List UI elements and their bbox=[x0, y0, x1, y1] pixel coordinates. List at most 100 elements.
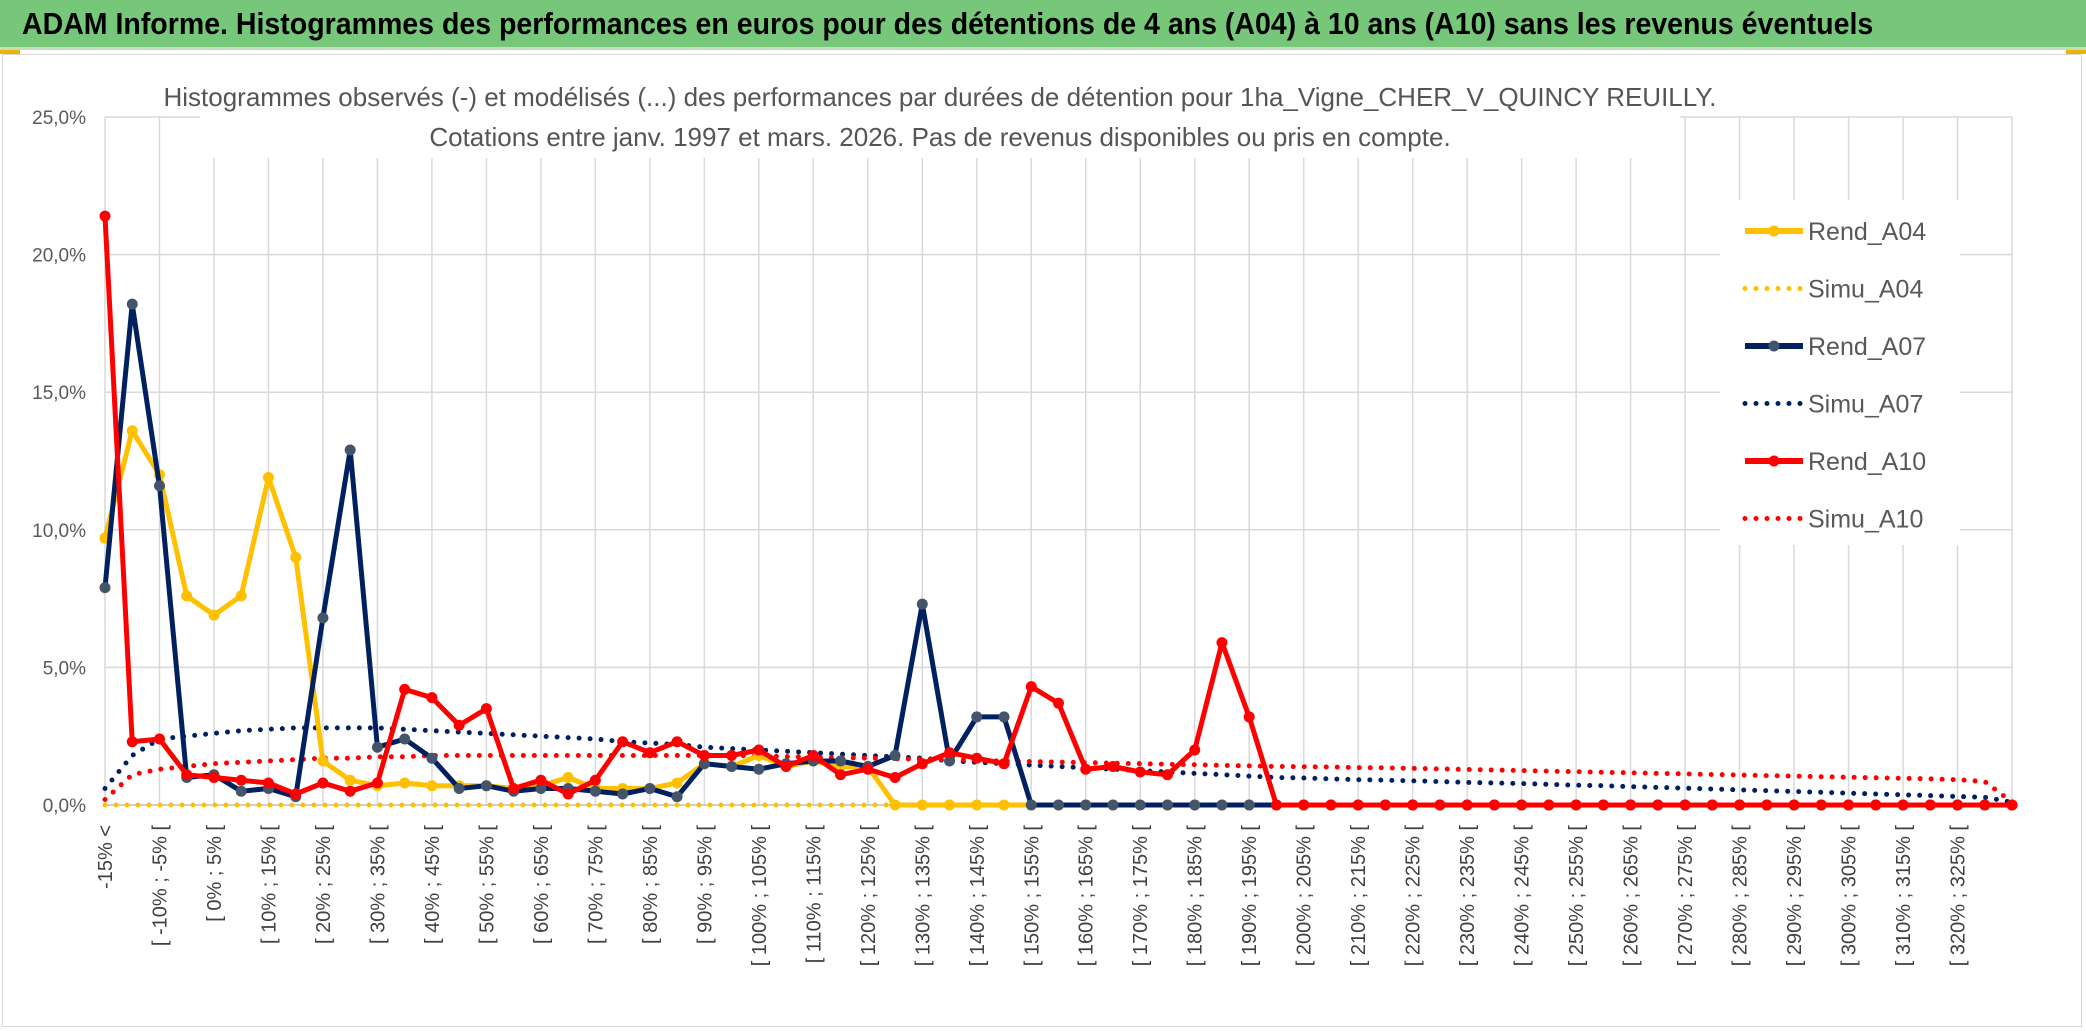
data-point-rend-a10 bbox=[1025, 681, 1037, 693]
y-tick-label: 20,0% bbox=[32, 246, 86, 267]
x-tick-label: [ 290% ; 295% [ bbox=[1784, 825, 1806, 967]
data-point-rend-a07 bbox=[1080, 799, 1092, 811]
data-point-rend-a07 bbox=[889, 749, 901, 761]
report-title: ADAM Informe. Histogrammes des performan… bbox=[22, 6, 1874, 41]
series-line-simu-a07 bbox=[102, 725, 2015, 805]
x-axis-ticks: -15% < [ -10% ; -5% [[ 0% ; 5% [[ 10% ; 1… bbox=[95, 825, 1970, 967]
data-point-rend-a07 bbox=[1243, 799, 1255, 811]
x-tick-label: [ 190% ; 195% [ bbox=[1239, 825, 1261, 967]
header-corner-left bbox=[0, 50, 20, 54]
x-tick-label: [ 10% ; 15% [ bbox=[258, 825, 280, 944]
chart-title-background bbox=[200, 80, 1680, 158]
data-point-rend-a07 bbox=[753, 763, 765, 775]
legend-marker-rend-a07 bbox=[1768, 340, 1780, 352]
data-point-rend-a10 bbox=[1516, 799, 1528, 811]
data-point-rend-a04 bbox=[399, 777, 411, 789]
y-axis-ticks: 0,0% 5,0% 10,0% 15,0% 20,0% 25,0% bbox=[32, 108, 86, 817]
x-tick-label: [ 30% ; 35% [ bbox=[367, 825, 389, 944]
data-point-rend-a10 bbox=[780, 760, 792, 772]
data-point-rend-a07 bbox=[1189, 799, 1201, 811]
data-point-rend-a10 bbox=[1625, 799, 1637, 811]
data-point-rend-a10 bbox=[508, 782, 520, 794]
data-point-rend-a07 bbox=[453, 782, 465, 794]
x-tick-label: [ 40% ; 45% [ bbox=[422, 825, 444, 944]
x-tick-label: [ 270% ; 275% [ bbox=[1675, 825, 1697, 967]
data-point-rend-a10 bbox=[1053, 697, 1064, 709]
legend-label-simu-a04: Simu_A04 bbox=[1808, 276, 1923, 304]
data-point-rend-a07 bbox=[698, 758, 710, 770]
data-point-rend-a10 bbox=[153, 733, 165, 745]
x-tick-label: [ 110% ; 115% [ bbox=[803, 825, 825, 964]
data-point-rend-a07 bbox=[371, 741, 383, 753]
data-point-rend-a10 bbox=[208, 771, 220, 783]
data-point-rend-a04 bbox=[208, 609, 220, 621]
data-point-rend-a10 bbox=[1379, 799, 1391, 811]
x-tick-label: [ 220% ; 225% [ bbox=[1403, 825, 1425, 967]
report-header: ADAM Informe. Histogrammes des performan… bbox=[0, 0, 2086, 50]
data-point-rend-a07 bbox=[1107, 799, 1119, 811]
data-point-rend-a10 bbox=[1570, 799, 1582, 811]
x-tick-label: [ 90% ; 95% [ bbox=[694, 825, 716, 944]
data-point-rend-a10 bbox=[1325, 799, 1337, 811]
legend-marker-rend-a10 bbox=[1768, 455, 1780, 467]
data-point-rend-a10 bbox=[1897, 799, 1909, 811]
x-tick-label: [ 310% ; 315% [ bbox=[1893, 825, 1915, 967]
data-point-rend-a10 bbox=[889, 771, 901, 783]
x-tick-label: -15% < bbox=[95, 825, 117, 889]
data-point-rend-a07 bbox=[1161, 799, 1173, 811]
data-series bbox=[99, 210, 2018, 811]
legend-background bbox=[1720, 200, 1960, 545]
data-point-rend-a04 bbox=[426, 780, 438, 792]
data-point-rend-a10 bbox=[1461, 799, 1473, 811]
data-point-rend-a10 bbox=[644, 747, 656, 759]
data-point-rend-a07 bbox=[644, 782, 656, 794]
data-point-rend-a07 bbox=[126, 298, 138, 310]
data-point-rend-a10 bbox=[99, 210, 111, 222]
x-tick-label: [ 130% ; 135% [ bbox=[912, 825, 934, 967]
data-point-rend-a10 bbox=[235, 774, 247, 786]
y-tick-label: 10,0% bbox=[32, 521, 86, 542]
x-tick-label: [ 140% ; 145% [ bbox=[967, 825, 989, 967]
data-point-rend-a07 bbox=[235, 785, 247, 797]
data-point-rend-a10 bbox=[426, 692, 438, 704]
data-point-rend-a10 bbox=[1134, 766, 1146, 778]
data-point-rend-a10 bbox=[1952, 799, 1964, 811]
x-tick-label: [ 260% ; 265% [ bbox=[1621, 825, 1643, 967]
data-point-rend-a10 bbox=[1434, 799, 1446, 811]
data-point-rend-a10 bbox=[698, 749, 710, 761]
data-point-rend-a10 bbox=[1843, 799, 1855, 811]
data-point-rend-a10 bbox=[1679, 799, 1691, 811]
data-point-rend-a07 bbox=[835, 755, 847, 767]
data-point-rend-a04 bbox=[971, 799, 983, 811]
data-point-rend-a10 bbox=[1488, 799, 1500, 811]
legend-label-rend-a07: Rend_A07 bbox=[1808, 333, 1926, 361]
header-corner-right bbox=[2066, 50, 2086, 54]
chart-title-line1: Histogrammes observés (-) et modélisés (… bbox=[163, 82, 1716, 112]
data-point-rend-a10 bbox=[1352, 799, 1364, 811]
data-point-rend-a10 bbox=[399, 683, 411, 695]
data-point-rend-a04 bbox=[235, 590, 247, 602]
legend-label-simu-a07: Simu_A07 bbox=[1808, 391, 1923, 419]
x-tick-label: [ 160% ; 165% [ bbox=[1076, 825, 1098, 967]
data-point-rend-a04 bbox=[944, 799, 956, 811]
x-tick-label: [ 50% ; 55% [ bbox=[476, 825, 498, 944]
data-point-rend-a10 bbox=[1243, 711, 1255, 723]
data-point-rend-a04 bbox=[998, 799, 1010, 811]
data-point-rend-a07 bbox=[535, 782, 547, 794]
x-tick-label: [ 320% ; 325% [ bbox=[1948, 825, 1970, 967]
x-tick-label: [ 300% ; 305% [ bbox=[1839, 825, 1861, 967]
data-point-rend-a10 bbox=[1080, 763, 1092, 775]
data-point-rend-a07 bbox=[671, 791, 683, 803]
data-point-rend-a07 bbox=[944, 755, 956, 767]
data-point-rend-a07 bbox=[317, 612, 329, 624]
data-point-rend-a10 bbox=[726, 749, 738, 761]
y-tick-label: 15,0% bbox=[32, 383, 86, 404]
data-point-rend-a10 bbox=[290, 788, 302, 800]
data-point-rend-a10 bbox=[1597, 799, 1609, 811]
data-point-rend-a07 bbox=[589, 785, 601, 797]
y-tick-label: 0,0% bbox=[43, 796, 86, 817]
data-point-rend-a04 bbox=[290, 551, 302, 563]
x-tick-label: [ 210% ; 215% [ bbox=[1348, 825, 1370, 967]
data-point-rend-a07 bbox=[480, 780, 492, 792]
